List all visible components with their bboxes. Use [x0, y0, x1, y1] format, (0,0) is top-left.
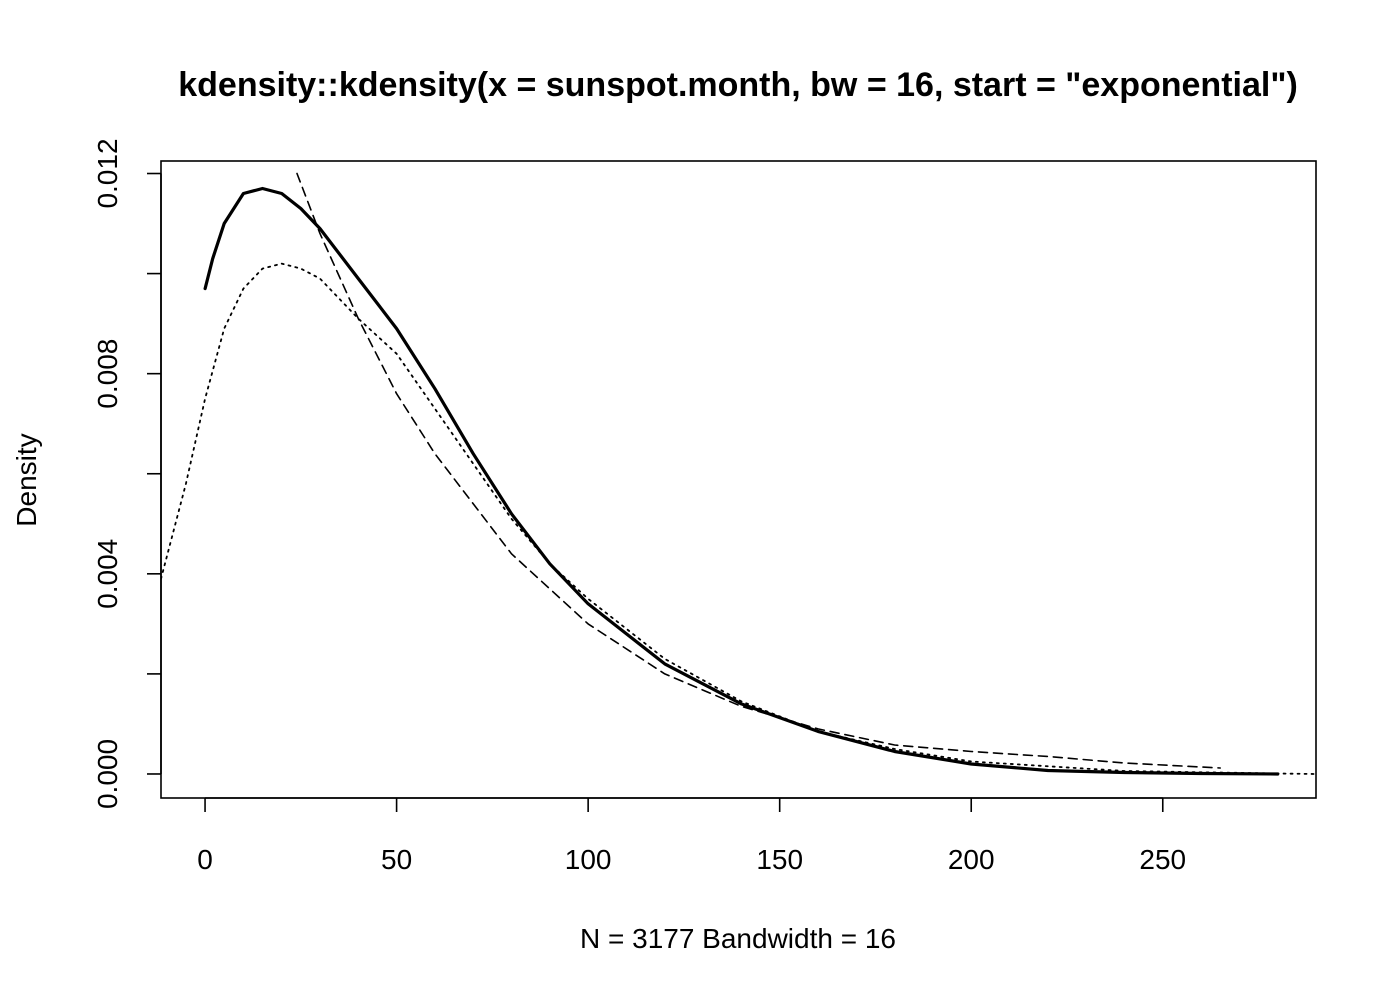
chart-title: kdensity::kdensity(x = sunspot.month, bw… — [178, 66, 1298, 104]
x-axis-label: N = 3177 Bandwidth = 16 — [580, 923, 896, 954]
y-axis-label: Density — [11, 433, 42, 526]
series-line-dotted — [161, 262, 1316, 775]
x-tick-label: 100 — [565, 844, 612, 875]
x-tick-label: 200 — [948, 844, 995, 875]
y-tick-label: 0.012 — [92, 138, 123, 208]
x-tick-label: 0 — [197, 844, 213, 875]
series-line-solid — [203, 186, 1280, 776]
series-layer — [161, 172, 1316, 776]
y-tick-label: 0.008 — [92, 339, 123, 409]
x-tick-label: 150 — [756, 844, 803, 875]
x-tick-label: 250 — [1139, 844, 1186, 875]
y-tick-label: 0.004 — [92, 539, 123, 609]
y-tick-label: 0.000 — [92, 739, 123, 809]
y-axis: 0.000 0.004 0.008 0.012 — [92, 138, 162, 809]
series-line-dashed — [296, 172, 1221, 769]
x-tick-label: 50 — [381, 844, 412, 875]
x-axis: 0 50 100 150 200 250 — [197, 797, 1186, 875]
